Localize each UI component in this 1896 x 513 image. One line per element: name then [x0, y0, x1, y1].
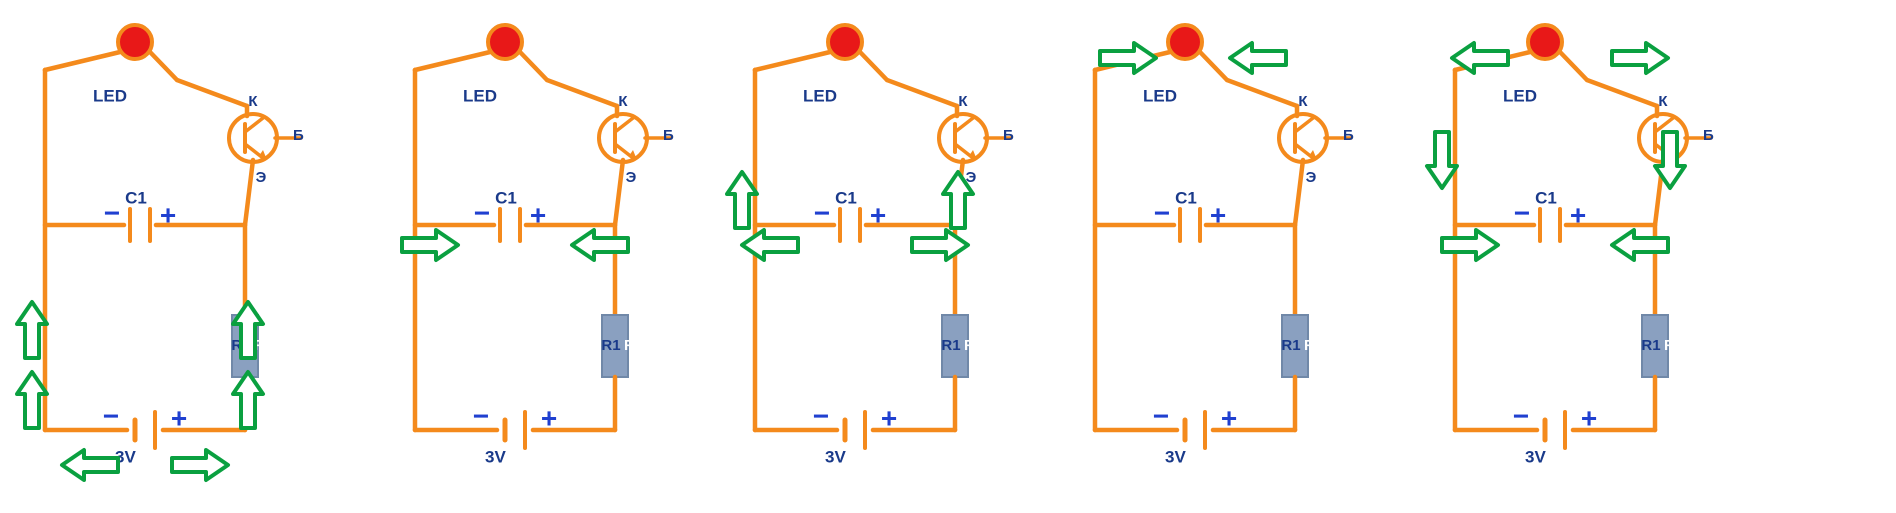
circuit-panel: LEDКБЭR1R1C1−+−+3V	[17, 25, 304, 480]
transistor-icon	[599, 114, 647, 162]
svg-text:R1: R1	[1664, 337, 1683, 354]
batt-plus: +	[541, 402, 557, 433]
label-e: Э	[256, 169, 267, 186]
svg-text:R1: R1	[964, 337, 983, 354]
transistor-icon	[1279, 114, 1327, 162]
label-batt: 3V	[825, 447, 846, 466]
label-b: Б	[1343, 127, 1354, 144]
label-r1: R1	[941, 337, 960, 354]
batt-plus: +	[1221, 402, 1237, 433]
flow-arrow	[172, 450, 228, 480]
transistor-icon	[229, 114, 277, 162]
circuit-panel: LEDКБЭR1R1C1−+−+3V	[1427, 25, 1714, 466]
cap-minus: −	[814, 197, 830, 228]
batt-minus: −	[103, 400, 119, 431]
label-b: Б	[663, 127, 674, 144]
label-k: К	[1658, 93, 1668, 110]
label-r1: R1	[601, 337, 620, 354]
flow-arrow	[1442, 230, 1498, 260]
label-led: LED	[1143, 86, 1177, 105]
label-r1: R1	[1641, 337, 1660, 354]
flow-arrow	[1612, 43, 1668, 73]
label-c1: C1	[1535, 188, 1557, 207]
label-b: Б	[1003, 127, 1014, 144]
circuit-panel: LEDКБЭR1R1C1−+−+3V	[402, 25, 674, 466]
flow-arrow	[17, 372, 47, 428]
svg-text:R1: R1	[624, 337, 643, 354]
batt-minus: −	[1513, 400, 1529, 431]
label-e: Э	[1306, 169, 1317, 186]
led-icon	[828, 25, 862, 59]
batt-plus: +	[1581, 402, 1597, 433]
label-e: Э	[626, 169, 637, 186]
cap-minus: −	[1514, 197, 1530, 228]
flow-arrow	[727, 172, 757, 228]
led-icon	[1528, 25, 1562, 59]
label-b: Б	[1703, 127, 1714, 144]
led-icon	[118, 25, 152, 59]
label-k: К	[1298, 93, 1308, 110]
cap-plus: +	[1570, 199, 1586, 230]
batt-minus: −	[813, 400, 829, 431]
label-b: Б	[293, 127, 304, 144]
label-batt: 3V	[1165, 447, 1186, 466]
batt-plus: +	[881, 402, 897, 433]
diagram-canvas: LEDКБЭR1R1C1−+−+3VLEDКБЭR1R1C1−+−+3VLEDК…	[0, 0, 1896, 513]
circuit-svg: LEDКБЭR1R1C1−+−+3VLEDКБЭR1R1C1−+−+3VLEDК…	[0, 0, 1896, 513]
cap-plus: +	[160, 199, 176, 230]
transistor-icon	[939, 114, 987, 162]
circuit-panel: LEDКБЭR1R1C1−+−+3V	[727, 25, 1014, 466]
cap-minus: −	[1154, 197, 1170, 228]
label-c1: C1	[1175, 188, 1197, 207]
label-batt: 3V	[1525, 447, 1546, 466]
batt-plus: +	[171, 402, 187, 433]
label-led: LED	[463, 86, 497, 105]
label-k: К	[248, 93, 258, 110]
label-c1: C1	[125, 188, 147, 207]
label-c1: C1	[495, 188, 517, 207]
cap-minus: −	[474, 197, 490, 228]
flow-arrow	[402, 230, 458, 260]
label-k: К	[618, 93, 628, 110]
batt-minus: −	[1153, 400, 1169, 431]
flow-arrow	[62, 450, 118, 480]
svg-text:R1: R1	[1304, 337, 1323, 354]
label-led: LED	[1503, 86, 1537, 105]
label-led: LED	[93, 86, 127, 105]
flow-arrow	[1427, 132, 1457, 188]
flow-arrow	[1612, 230, 1668, 260]
flow-arrow	[912, 230, 968, 260]
cap-plus: +	[530, 199, 546, 230]
circuit-panel: LEDКБЭR1R1C1−+−+3V	[1095, 25, 1354, 466]
label-batt: 3V	[485, 447, 506, 466]
flow-arrow	[572, 230, 628, 260]
label-r1: R1	[1281, 337, 1300, 354]
cap-plus: +	[870, 199, 886, 230]
led-icon	[488, 25, 522, 59]
batt-minus: −	[473, 400, 489, 431]
label-k: К	[958, 93, 968, 110]
cap-plus: +	[1210, 199, 1226, 230]
flow-arrow	[742, 230, 798, 260]
flow-arrow	[17, 302, 47, 358]
label-c1: C1	[835, 188, 857, 207]
flow-arrow	[1230, 43, 1286, 73]
led-icon	[1168, 25, 1202, 59]
flow-arrow	[233, 372, 263, 428]
cap-minus: −	[104, 197, 120, 228]
label-led: LED	[803, 86, 837, 105]
